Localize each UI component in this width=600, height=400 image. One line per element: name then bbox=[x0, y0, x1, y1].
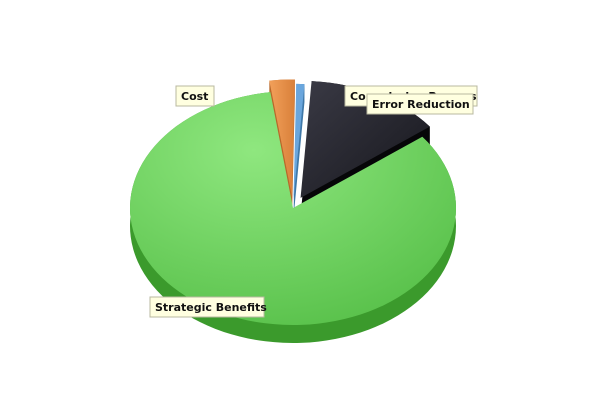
pie-slice-cost[interactable] bbox=[269, 79, 295, 197]
pie-label-cost: Cost bbox=[175, 85, 215, 107]
pie-label-text: Error Reduction bbox=[372, 98, 470, 111]
pie-slice-commission-process[interactable] bbox=[293, 83, 305, 201]
pie-label-strategic-benefits: Strategic Benefits bbox=[149, 296, 267, 318]
pie-label-box bbox=[366, 93, 474, 115]
pie-label-box bbox=[175, 85, 215, 107]
pie-label-text: Strategic Benefits bbox=[155, 301, 267, 314]
pie-label-box bbox=[149, 296, 265, 318]
pie-label-text: Cost bbox=[181, 90, 208, 103]
pie-slice-strategic-benefits[interactable] bbox=[129, 92, 456, 325]
pie-label-error-reduction: Error Reduction bbox=[366, 93, 474, 115]
